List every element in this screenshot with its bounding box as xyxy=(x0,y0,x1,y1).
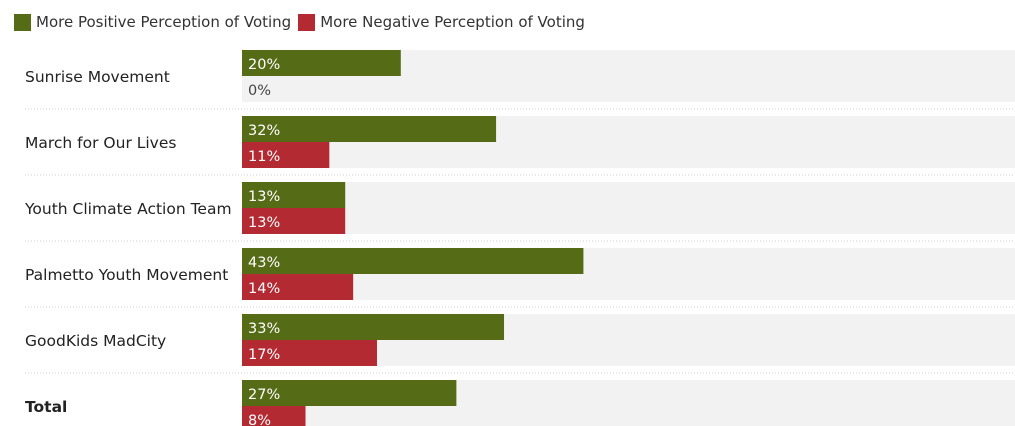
category-label-sunrise-movement: Sunrise Movement xyxy=(25,68,170,86)
bar-negative-total xyxy=(242,406,306,426)
value-label-positive-total: 27% xyxy=(248,387,280,403)
value-label-negative-sunrise-movement: 0% xyxy=(248,83,271,99)
bar-negative-goodkids-madcity xyxy=(242,340,377,366)
legend-label-negative: More Negative Perception of Voting xyxy=(320,13,585,31)
legend-swatch-positive xyxy=(14,13,31,31)
value-label-negative-youth-climate-action-team: 13% xyxy=(248,215,280,231)
bar-negative-march-for-our-lives xyxy=(242,142,330,168)
bar-positive-sunrise-movement xyxy=(242,50,401,76)
category-label-goodkids-madcity: GoodKids MadCity xyxy=(25,332,166,350)
value-label-negative-goodkids-madcity: 17% xyxy=(248,347,280,363)
legend-label-positive: More Positive Perception of Voting xyxy=(36,13,292,31)
legend-swatch-negative xyxy=(298,13,316,31)
bar-negative-palmetto-youth-movement xyxy=(242,274,354,300)
legend-item-positive: More Positive Perception of Voting xyxy=(14,13,291,31)
value-label-positive-goodkids-madcity: 33% xyxy=(248,321,280,337)
category-label-total: Total xyxy=(25,398,67,416)
legend: More Positive Perception of Voting More … xyxy=(14,12,592,32)
legend-item-negative: More Negative Perception of Voting xyxy=(298,13,585,31)
value-label-negative-march-for-our-lives: 11% xyxy=(248,149,280,165)
bar-track-youth-climate-action-team xyxy=(242,182,1015,234)
bar-positive-march-for-our-lives xyxy=(242,116,497,142)
bar-positive-goodkids-madcity xyxy=(242,314,505,340)
bar-negative-youth-climate-action-team xyxy=(242,208,346,234)
category-label-youth-climate-action-team: Youth Climate Action Team xyxy=(24,200,232,218)
value-label-positive-youth-climate-action-team: 13% xyxy=(248,189,280,205)
category-label-palmetto-youth-movement: Palmetto Youth Movement xyxy=(25,266,228,284)
bar-positive-total xyxy=(242,380,457,406)
value-label-positive-palmetto-youth-movement: 43% xyxy=(248,255,280,271)
category-label-march-for-our-lives: March for Our Lives xyxy=(25,134,176,152)
bar-positive-youth-climate-action-team xyxy=(242,182,346,208)
value-label-negative-palmetto-youth-movement: 14% xyxy=(248,281,280,297)
value-label-positive-sunrise-movement: 20% xyxy=(248,57,280,73)
value-label-positive-march-for-our-lives: 32% xyxy=(248,123,280,139)
value-label-negative-total: 8% xyxy=(248,413,271,426)
bar-positive-palmetto-youth-movement xyxy=(242,248,584,274)
